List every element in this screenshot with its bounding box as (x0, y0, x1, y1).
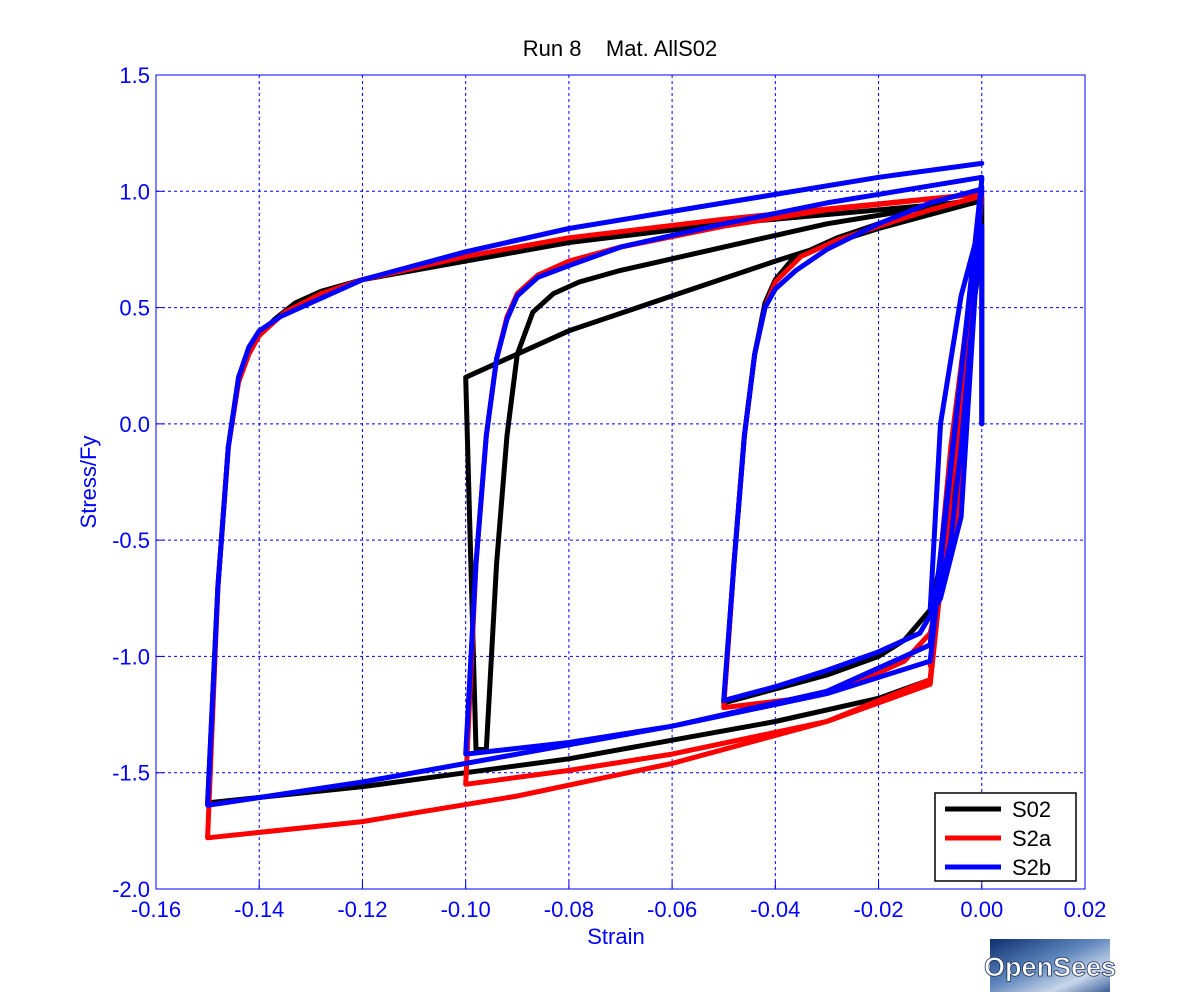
series-line-s2b (205, 160, 985, 808)
x-tick-label: -0.02 (853, 897, 903, 922)
y-tick-label: 0.5 (119, 296, 150, 321)
chart-title: Run 8 Mat. AllS02 (523, 36, 717, 61)
y-tick-label: -1.0 (112, 644, 150, 669)
x-tick-label: 0.02 (1064, 897, 1107, 922)
y-tick-label: -1.5 (112, 761, 150, 786)
legend-label-s02: S02 (1012, 797, 1051, 822)
logo-background (990, 939, 1110, 992)
x-tick-label: -0.16 (131, 897, 181, 922)
y-tick-label: -2.0 (112, 877, 150, 902)
y-axis-label: Stress/Fy (76, 436, 101, 529)
legend: S02 S2a S2b (934, 792, 1077, 882)
legend-label-s2a: S2a (1012, 826, 1052, 851)
x-axis-label: Strain (587, 924, 644, 949)
x-tick-label: -0.06 (647, 897, 697, 922)
y-tick-label: 1.0 (119, 179, 150, 204)
opensees-logo: OpenSees (984, 939, 1116, 992)
x-tick-label: -0.04 (750, 897, 800, 922)
y-tick-label: 1.5 (119, 63, 150, 88)
x-tick-label: -0.12 (337, 897, 387, 922)
x-tick-label: -0.08 (544, 897, 594, 922)
y-tick-label: 0.0 (119, 412, 150, 437)
x-tick-label: -0.10 (441, 897, 491, 922)
plot-frame (155, 74, 1086, 890)
legend-label-s2b: S2b (1012, 855, 1051, 880)
x-tick-label: 0.00 (960, 897, 1003, 922)
tick-labels: -0.16 -0.14 -0.12 -0.10 -0.08 -0.06 -0.04 -0.02… (112, 63, 1106, 922)
logo-text: OpenSees (984, 952, 1116, 982)
y-tick-label: -0.5 (112, 528, 150, 553)
x-tick-label: -0.14 (234, 897, 284, 922)
series-lines (205, 160, 985, 841)
